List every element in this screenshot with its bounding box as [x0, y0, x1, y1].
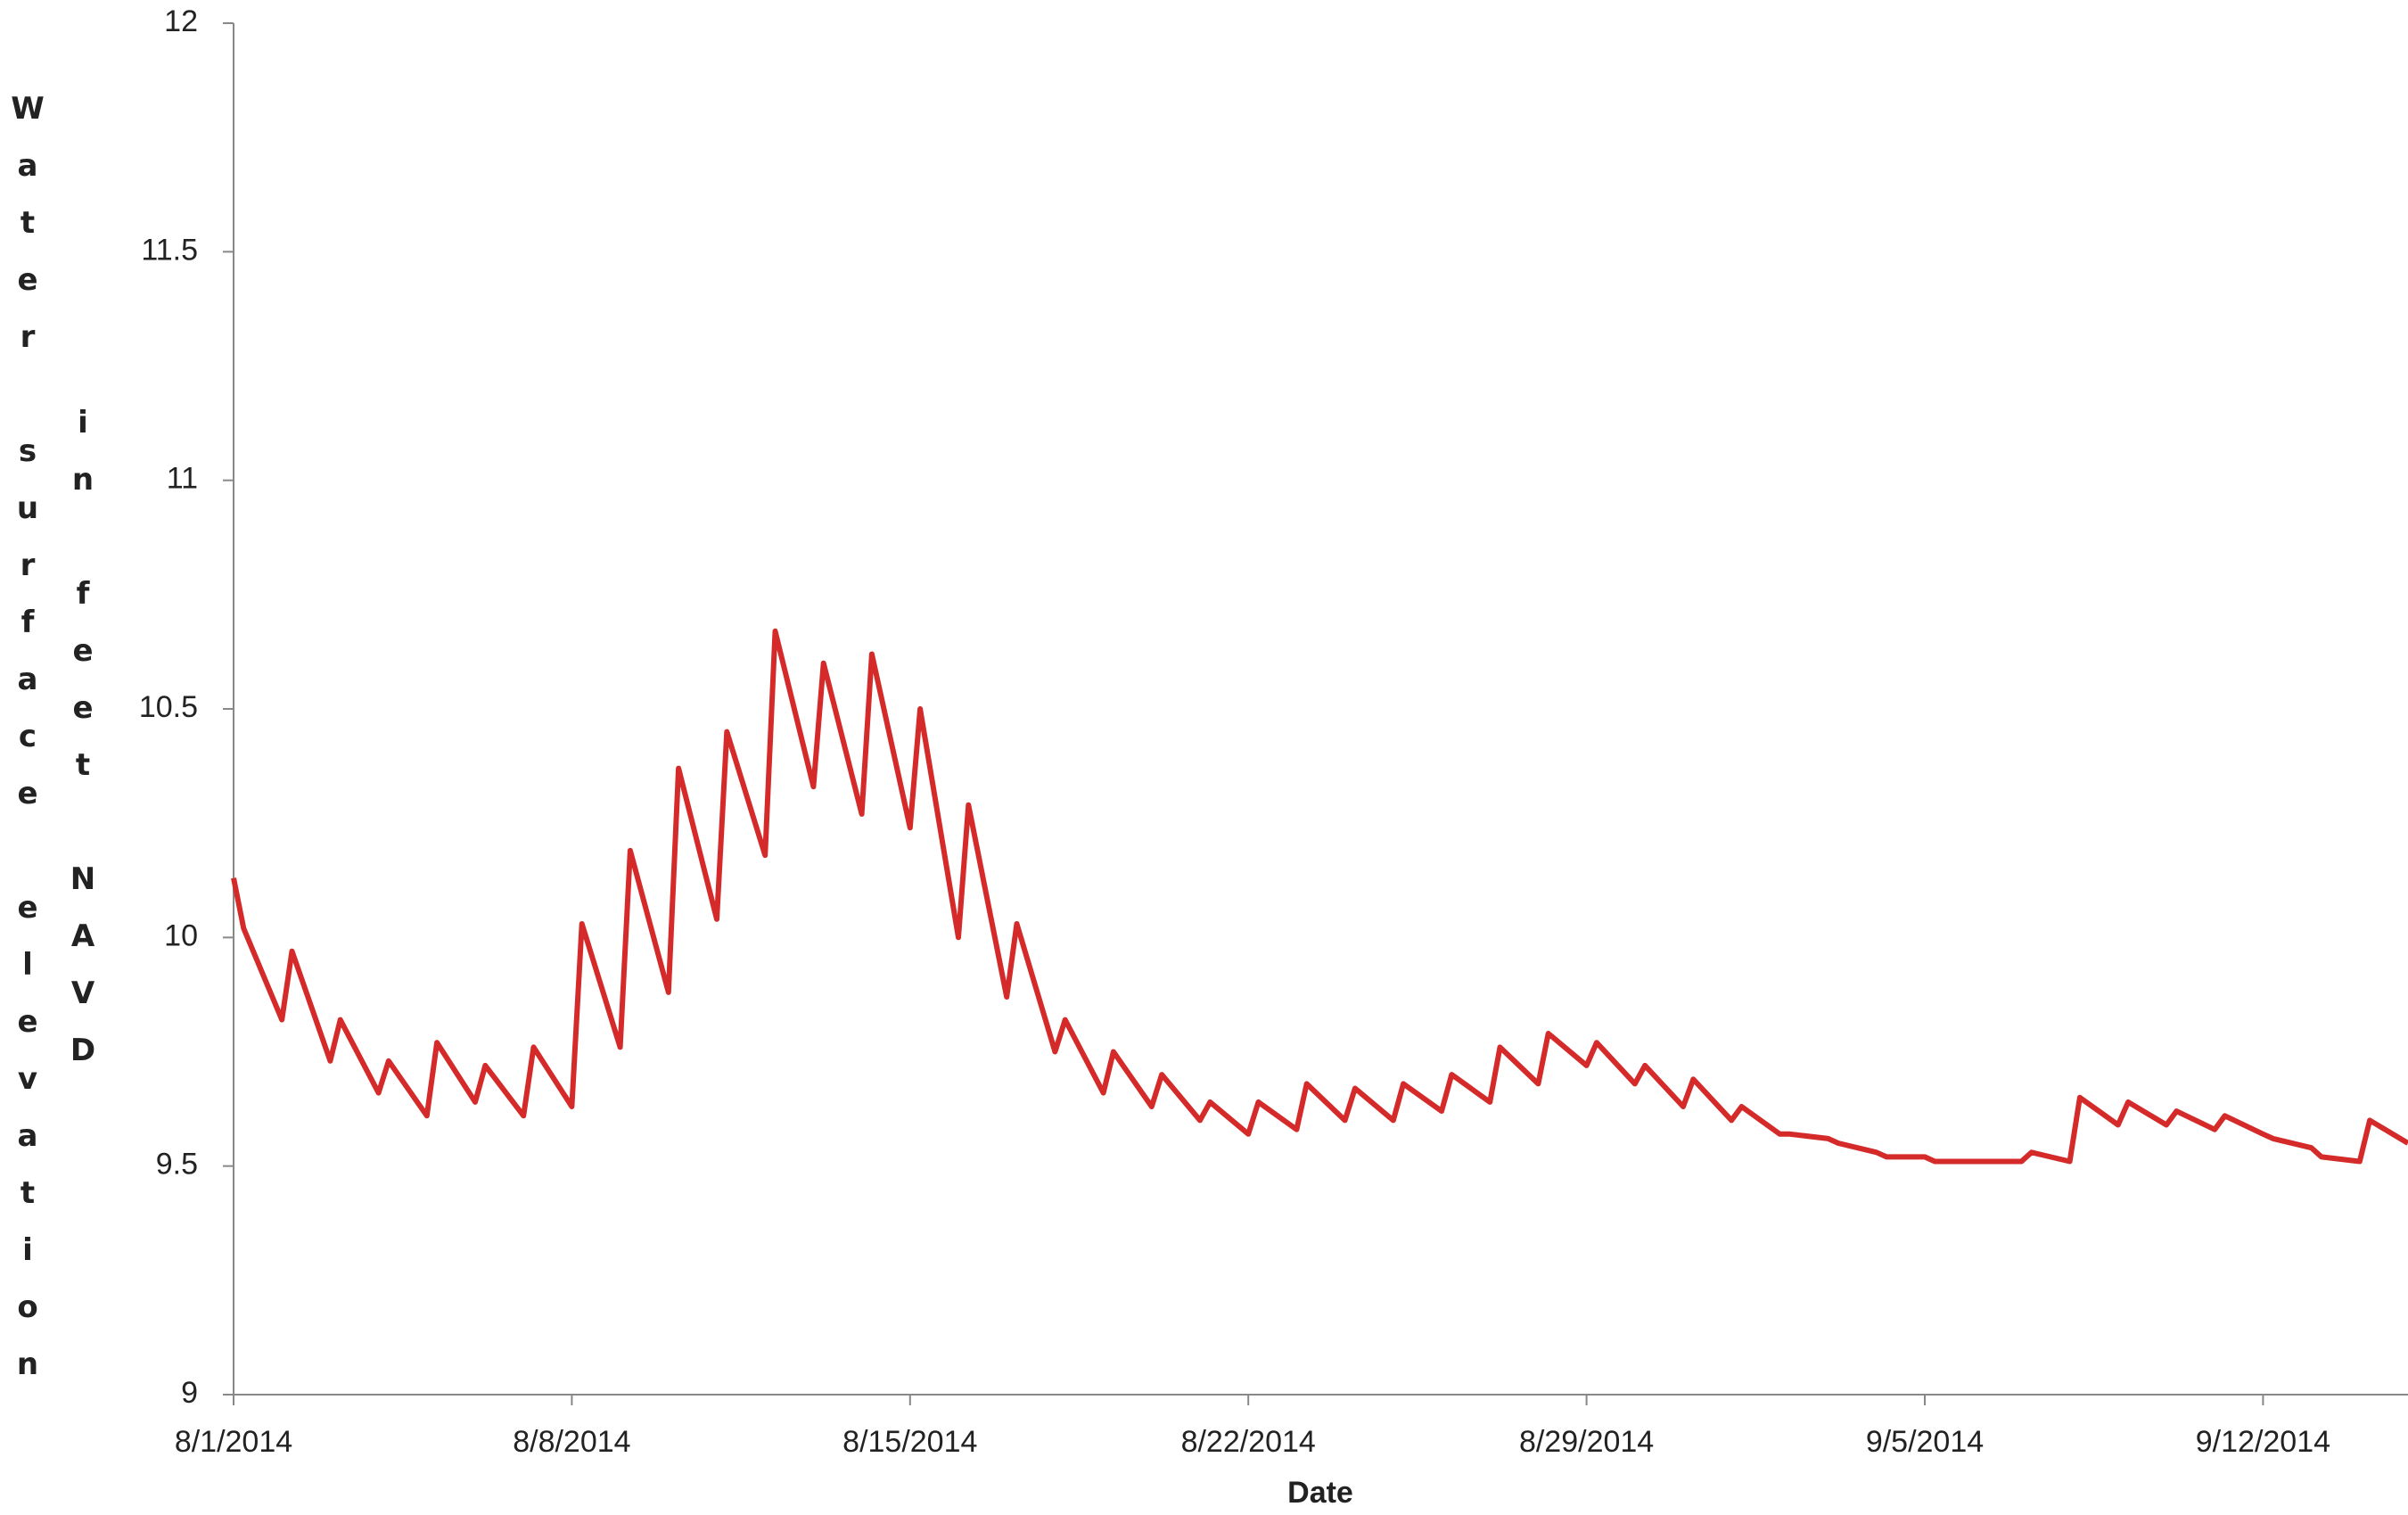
y-tick-label: 11: [167, 462, 198, 496]
y-tick-label: 11.5: [141, 233, 198, 267]
y-tick-label: 9.5: [156, 1148, 198, 1182]
y-axis-label-box: Water surface elevation in feet NAVD: [10, 91, 101, 1404]
x-tick-label: 8/1/2014: [175, 1425, 292, 1459]
y-tick-label: 9: [181, 1376, 198, 1410]
y-tick-label: 10.5: [139, 690, 198, 724]
x-axis-label: Date: [1287, 1476, 1353, 1510]
x-tick-label: 8/29/2014: [1519, 1425, 1654, 1459]
x-tick-label: 9/5/2014: [1866, 1425, 1984, 1459]
y-tick-label: 10: [164, 918, 198, 952]
x-tick-label: 8/8/2014: [513, 1425, 630, 1459]
x-tick-label: 8/15/2014: [842, 1425, 977, 1459]
y-axis-label: Water surface elevation in feet NAVD: [10, 91, 101, 1404]
x-tick-label: 9/12/2014: [2196, 1425, 2330, 1459]
y-tick-label: 12: [164, 4, 198, 38]
data-line: [231, 628, 2408, 1165]
x-tick-label: 8/22/2014: [1181, 1425, 1316, 1459]
